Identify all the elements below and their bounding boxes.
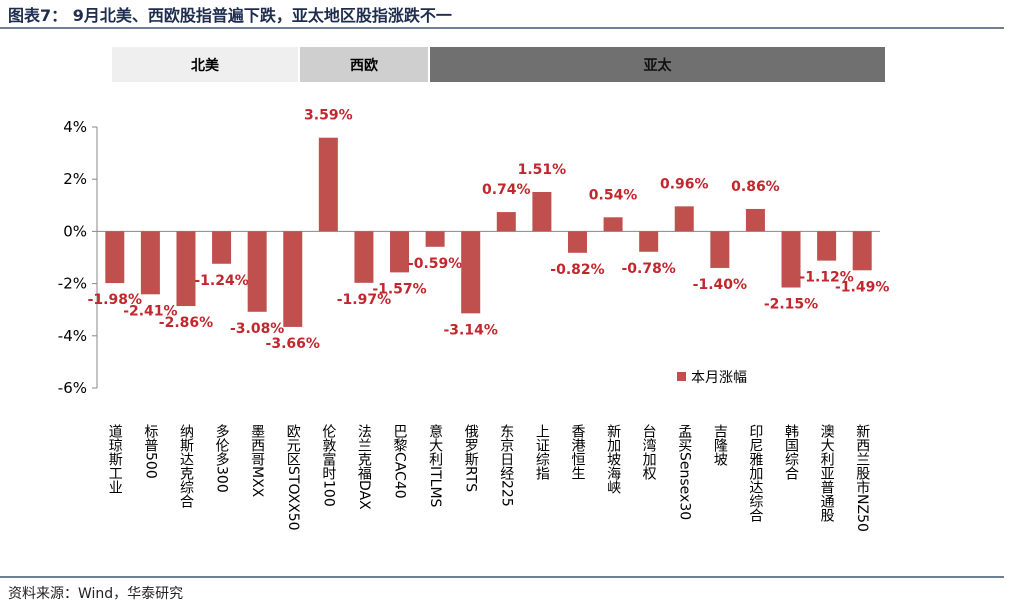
figure-title: 图表7： 9月北美、西欧股指普遍下跌，亚太地区股指涨跌不一 [8,6,452,25]
bar [603,217,623,232]
category-label: 新西兰股市NZ50 [854,424,870,532]
bar [496,212,516,232]
source-note: 资料来源：Wind，华泰研究 [8,586,184,602]
value-label: 3.59% [304,108,353,124]
value-label: -3.66% [266,336,320,352]
category-label: 意大利ITLMS [427,423,443,507]
category-label: 孟买Sensex30 [676,424,692,520]
bar [461,231,481,314]
value-label: -3.08% [230,321,284,337]
category-label: 标普500 [142,424,158,479]
value-label: -0.59% [408,256,462,272]
bar [852,231,872,271]
bar [710,231,730,268]
category-label: 东京日经225 [498,424,514,507]
value-label: 1.51% [518,162,567,178]
value-label: -1.40% [693,277,747,293]
bar [674,206,694,232]
category-label: 新加坡海峡 [605,424,621,494]
value-label: 0.74% [482,182,531,198]
category-label: 上证综指 [534,424,550,480]
value-label: -1.57% [372,281,426,297]
category-label: 韩国综合 [783,424,799,480]
category-label: 台湾加权 [641,424,657,481]
bar [639,231,659,252]
bar [318,137,338,232]
y-tick-label: 0% [63,222,87,240]
title-divider [0,27,1004,29]
bar [532,191,552,232]
bar [781,231,801,288]
category-label: 澳大利亚普通股 [819,424,835,523]
value-label: -1.12% [799,270,853,286]
y-tick-label: 2% [63,170,87,188]
region-western-europe: 西欧 [300,47,428,82]
category-label: 法兰克福DAX [356,424,372,510]
value-label: -0.78% [621,261,675,277]
category-label: 道琼斯工业 [107,424,123,494]
value-label: -1.98% [88,292,142,308]
value-label: 0.96% [660,176,709,192]
value-label: -2.15% [764,297,818,313]
bar [140,231,160,295]
region-asia-pacific: 亚太 [430,47,885,82]
legend-swatch [677,372,686,381]
bar [105,231,125,284]
bar [817,231,837,261]
value-label: -1.97% [337,292,391,308]
category-label: 墨西哥MXX [249,424,265,498]
category-label: 印尼雅加达综合 [747,424,763,522]
bar [283,231,303,327]
footer-divider [0,576,1004,578]
bar [212,231,232,264]
legend-label: 本月涨幅 [691,370,747,386]
category-label: 俄罗斯RTS [463,424,479,492]
value-label: -3.14% [444,322,498,338]
category-label: 纳斯达克综合 [178,424,194,508]
bar [247,231,267,312]
value-label: -2.41% [123,303,177,319]
bar [390,231,410,273]
region-north-america: 北美 [112,47,298,82]
y-tick-label: -6% [58,379,87,397]
bar [176,231,196,307]
bar [567,231,587,253]
y-tick-label: 4% [63,118,87,136]
value-label: 0.86% [731,179,780,195]
category-label: 巴黎CAC40 [392,424,408,499]
value-label: -2.86% [159,315,213,331]
bar [745,208,765,232]
value-label: -0.82% [550,262,604,278]
category-label: 吉隆坡 [712,424,728,466]
y-tick-label: -4% [58,327,87,345]
bar [354,231,374,283]
category-label: 多伦多300 [214,423,230,492]
bar [425,231,445,247]
category-label: 香港恒生 [569,424,585,480]
category-label: 欧元区STOXX50 [285,424,301,531]
category-label: 伦敦富时100 [320,424,336,507]
y-tick-label: -2% [58,275,87,293]
value-label: 0.54% [589,187,638,203]
value-label: -1.49% [835,279,889,295]
value-label: -1.24% [194,273,248,289]
